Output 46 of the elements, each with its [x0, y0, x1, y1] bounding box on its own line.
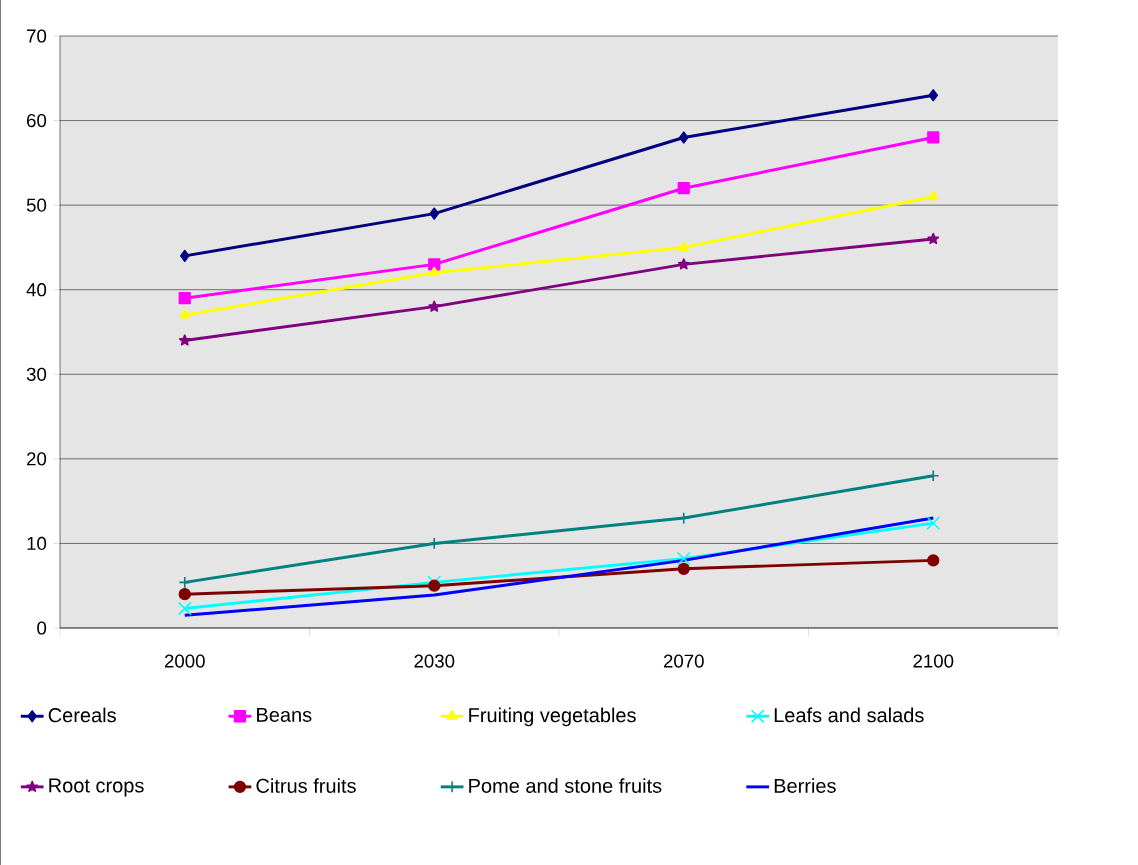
x-tick-label: 2070	[663, 654, 704, 668]
point	[927, 190, 939, 201]
legend-label: Citrus fruits	[256, 778, 356, 793]
point	[926, 516, 941, 531]
point	[928, 89, 939, 102]
point	[178, 588, 191, 601]
point	[428, 537, 441, 550]
y-tick-label: 60	[27, 113, 47, 128]
legend-label: Leafs and salads	[774, 707, 924, 723]
point	[428, 266, 440, 277]
point	[678, 241, 690, 251]
point	[678, 131, 689, 144]
point	[178, 292, 191, 305]
point	[677, 562, 690, 575]
y-tick-label: 20	[27, 452, 47, 466]
y-tick-label: 70	[27, 29, 47, 43]
x-tick-label: 2000	[164, 654, 205, 668]
point	[676, 551, 691, 566]
y-tick-label: 10	[27, 536, 47, 551]
point	[428, 579, 441, 592]
point	[927, 554, 940, 567]
point	[428, 258, 441, 271]
legend-label: Pome and stone fruits	[469, 778, 662, 793]
y-tick-label: 0	[37, 621, 47, 635]
legend-label: Cereals	[48, 707, 116, 723]
y-tick-label: 50	[26, 198, 47, 212]
legend-label: Fruiting vegetables	[469, 707, 636, 727]
point	[178, 576, 191, 589]
point	[927, 232, 940, 245]
point	[927, 469, 940, 482]
point	[179, 308, 191, 319]
point	[177, 601, 192, 616]
point	[428, 300, 441, 312]
y-tick-label: 30	[26, 367, 47, 381]
point	[429, 207, 440, 220]
legend-label: Beans	[257, 707, 312, 722]
point	[927, 131, 940, 144]
legend-label: Berries	[774, 778, 836, 793]
point	[677, 258, 690, 270]
x-tick-label: 2030	[414, 654, 455, 668]
point	[178, 334, 191, 346]
point	[179, 249, 190, 263]
point	[677, 182, 690, 195]
x-tick-label: 2100	[913, 654, 954, 668]
y-tick-label: 40	[26, 283, 47, 297]
legend-label: Root crops	[49, 778, 144, 797]
